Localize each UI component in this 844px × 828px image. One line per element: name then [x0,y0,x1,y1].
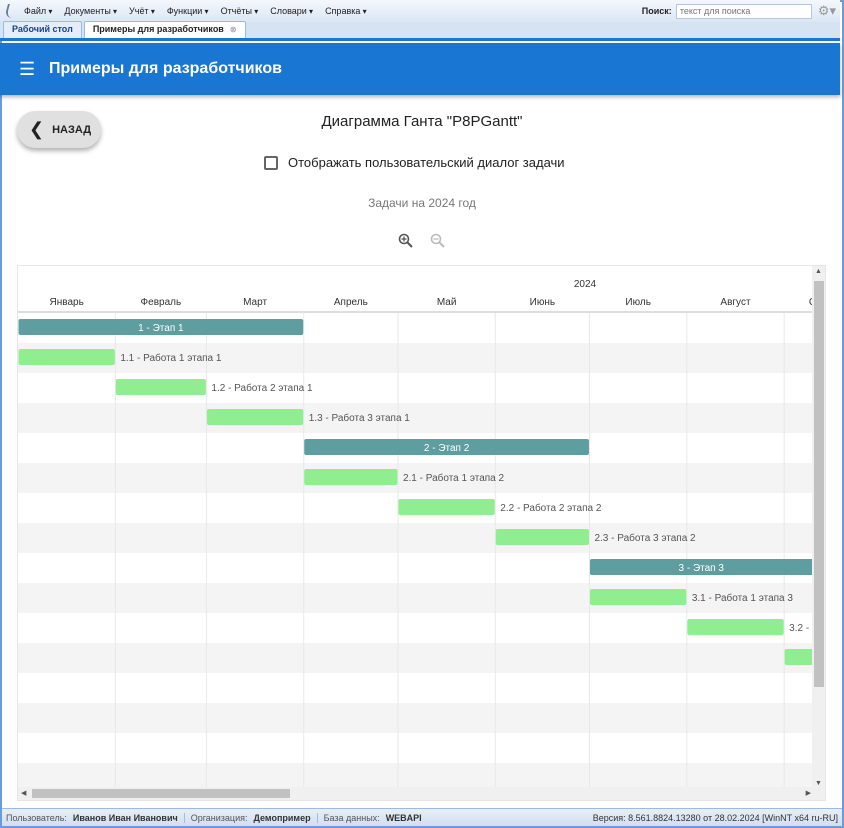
gantt-row-bg [18,403,813,433]
tab-bar: Рабочий стол Примеры для разработчиков ⊗ [0,21,840,41]
horizontal-scrollbar[interactable]: ◀ ▶ [18,787,825,800]
tab-dev-examples[interactable]: Примеры для разработчиков ⊗ [83,21,246,38]
task-bar [495,529,589,545]
menu-icon[interactable]: ☰ [19,58,36,79]
tab-label: Рабочий стол [12,24,73,34]
back-label: НАЗАД [52,123,92,136]
task-bar [784,649,825,665]
user-value: Иванов Иван Иванович [73,812,185,823]
checkbox-icon[interactable] [264,155,278,170]
task-bar [18,349,115,365]
task-bar [206,409,304,425]
gantt-row-bg [18,343,813,373]
gantt-row-bg [18,733,813,763]
gantt-chart: Январь Февраль Март Апрель Май Июнь Июль Август… [17,265,826,801]
task-bar-label: 1.1 - Работа 1 этапа 1 [120,352,222,364]
search-label: Поиск: [641,6,672,16]
vertical-scroll-thumb[interactable] [814,281,824,687]
vertical-scrollbar[interactable]: ▲ ▼ [812,266,825,789]
checkbox-label: Отображать пользовательский диалог задач… [288,155,565,170]
task-bar-label: 2.2 - Работа 2 этапа 2 [500,502,602,514]
gantt-subtitle: Задачи на 2024 год [368,196,476,210]
gantt-row-bg [18,703,813,733]
tab-label: Примеры для разработчиков [92,24,224,34]
summary-bar-label: 3 - Этап 3 [679,563,725,574]
task-bar [304,469,398,485]
menu-reports[interactable]: Отчёты [221,6,259,16]
app-header: ☰ Примеры для разработчиков [0,43,840,95]
gantt-row-bg [18,643,813,673]
org-value: Демопример [254,812,318,823]
month-label: Апрель [334,297,368,308]
year-label: 2024 [574,279,597,290]
task-bar-label: 1.3 - Работа 3 этапа 1 [309,412,411,424]
task-bar [687,619,784,635]
task-bar-label: 1.2 - Работа 2 этапа 1 [211,382,313,394]
summary-bar [18,319,304,335]
version-info: Версия: 8.561.8824.13280 от 28.02.2024 [… [592,812,838,823]
task-bar [115,379,206,395]
gantt-row-bg [18,463,813,493]
tab-desktop[interactable]: Рабочий стол [3,21,82,38]
status-bar: Пользователь: Иванов Иван Иванович Орган… [2,808,842,826]
menu-functions[interactable]: Функции [167,6,209,16]
zoom-in-icon[interactable] [398,233,414,249]
task-bar-label: 2.3 - Работа 3 этапа 2 [594,532,696,544]
summary-bar [589,559,825,575]
menu-documents[interactable]: Документы [64,6,117,16]
gantt-row-bg [18,673,813,703]
task-bar-label: 3.1 - Работа 1 этапа 3 [692,592,794,604]
user-label: Пользователь: [6,812,67,823]
month-label: Март [243,297,267,308]
page-title: Диаграмма Ганта "P8PGantt" [321,113,523,130]
horizontal-scroll-thumb[interactable] [32,789,290,798]
gantt-row-bg [18,763,813,793]
task-bar-label: 2.1 - Работа 1 этапа 2 [403,472,505,484]
menu-help[interactable]: Справка [325,6,367,16]
gantt-svg: Январь Февраль Март Апрель Май Июнь Июль Август… [18,279,825,793]
menu-dictionaries[interactable]: Словари [270,6,313,16]
app-logo-icon [4,4,18,18]
month-label: Февраль [141,297,182,308]
month-label: Июнь [530,297,555,308]
menu-bar: Файл Документы Учёт Функции Отчёты Слова… [0,0,840,22]
custom-dialog-checkbox[interactable]: Отображать пользовательский диалог задач… [264,155,565,170]
close-tab-icon[interactable]: ⊗ [229,25,237,34]
gantt-row-bg [18,523,813,553]
gantt-row-bg [18,613,813,643]
search-area: Поиск: ⚙▾ [642,3,836,19]
db-label: База данных: [323,812,380,823]
back-button[interactable]: ❮ НАЗАД [17,111,101,148]
app-title: Примеры для разработчиков [49,60,282,77]
month-label: Июль [625,297,651,308]
task-bar [398,499,495,515]
summary-bar-label: 2 - Этап 2 [424,443,470,454]
task-bar [589,589,687,605]
month-label: Май [437,297,457,308]
summary-bar-label: 1 - Этап 1 [138,323,184,334]
zoom-out-icon[interactable] [430,233,446,249]
month-label: Январь [50,297,84,308]
chevron-left-icon: ❮ [29,119,45,139]
gear-icon[interactable]: ⚙▾ [817,3,836,18]
db-value: WEBAPI [385,812,422,823]
org-label: Организация: [190,812,248,823]
menu-file[interactable]: Файл [24,6,52,16]
search-input[interactable] [675,3,812,19]
menu-accounting[interactable]: Учёт [129,6,155,16]
summary-bar [304,439,589,455]
month-label: Август [720,297,751,308]
task-bar-label: 3.2 - Работа 2 этапа 3 [789,622,813,634]
